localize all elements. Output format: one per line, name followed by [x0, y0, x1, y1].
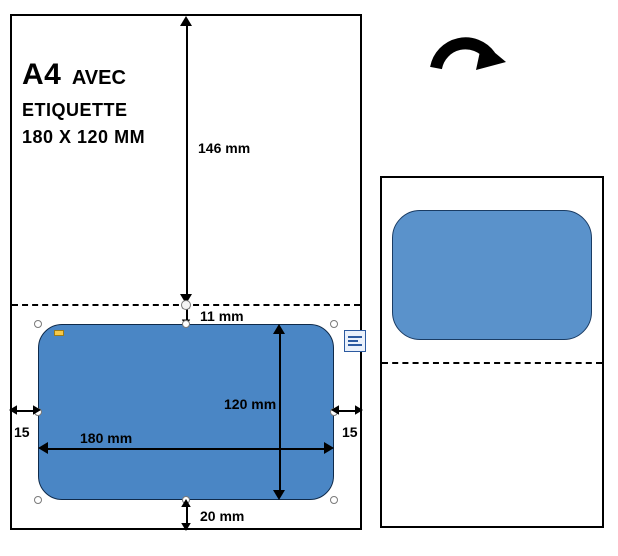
- dim-20-cap-up: [181, 499, 191, 507]
- dim-120-line: [279, 330, 281, 494]
- dim-20-text: 20 mm: [200, 508, 244, 524]
- dim-topgap-cap-up: [180, 16, 192, 26]
- sel-sw[interactable]: [34, 496, 42, 504]
- dim-topgap-line: [186, 26, 188, 296]
- wrap-text-icon[interactable]: [344, 330, 366, 352]
- title-a4: A4: [22, 58, 61, 91]
- sel-nw[interactable]: [34, 320, 42, 328]
- dim-15l-cap-l: [9, 405, 17, 415]
- dim-180-cap-l: [38, 442, 48, 454]
- dim-15r-text: 15: [342, 424, 358, 440]
- label-right: [392, 210, 592, 340]
- dim-15l-cap-r: [33, 405, 41, 415]
- dim-120-cap-down: [273, 490, 285, 500]
- dim-topgap-text: 146 mm: [198, 140, 250, 156]
- dim-15r-cap-l: [331, 405, 339, 415]
- dim-180-cap-r: [324, 442, 334, 454]
- title-avec: AVEC: [72, 67, 126, 89]
- sel-se[interactable]: [330, 496, 338, 504]
- selection-rotate-handle[interactable]: [181, 300, 191, 310]
- sel-ne[interactable]: [330, 320, 338, 328]
- dim-180-line: [46, 448, 326, 450]
- rotate-arrow-icon: [424, 22, 508, 92]
- dim-11-text: 11 mm: [200, 308, 244, 324]
- title-size: 180 X 120 MM: [22, 127, 145, 148]
- dim-120-cap-up: [273, 324, 285, 334]
- diagram-canvas: A4 AVEC ETIQUETTE 180 X 120 MM 146 mm 11…: [0, 0, 618, 556]
- title-etiquette: ETIQUETTE: [22, 100, 145, 121]
- dim-15r-cap-r: [355, 405, 363, 415]
- sel-n[interactable]: [182, 320, 190, 328]
- dim-15l-text: 15: [14, 424, 30, 440]
- fold-line-right: [382, 362, 602, 364]
- label-left[interactable]: [38, 324, 334, 500]
- title-block: A4 AVEC ETIQUETTE 180 X 120 MM: [22, 58, 145, 148]
- title-line1: A4 AVEC: [22, 58, 145, 92]
- label-anchor-chip: [54, 330, 64, 336]
- dim-180-text: 180 mm: [80, 430, 132, 446]
- dim-20-cap-down: [181, 523, 191, 531]
- dim-120-text: 120 mm: [224, 396, 276, 412]
